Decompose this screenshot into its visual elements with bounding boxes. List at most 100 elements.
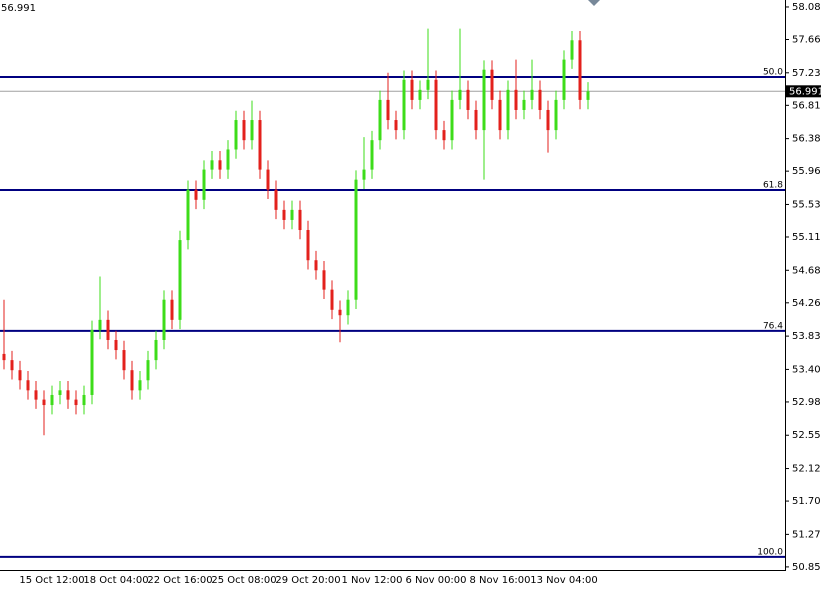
candle-body <box>250 120 254 141</box>
fib-level-label: 61.8 <box>763 180 783 190</box>
candle-body <box>282 209 286 220</box>
candle-body <box>538 89 542 110</box>
candle-body <box>90 329 94 395</box>
candle-body <box>98 319 102 330</box>
candle-body <box>2 353 6 361</box>
candle-body <box>498 99 502 131</box>
x-tick-label: 15 Oct 12:00 <box>19 575 84 586</box>
candle-body <box>346 299 350 316</box>
candle-body <box>586 91 590 100</box>
candle-body <box>338 309 342 316</box>
y-tick-label: 53.400 <box>792 364 821 375</box>
top-price-label: 56.991 <box>1 3 36 14</box>
current-price-box <box>786 85 821 98</box>
candle-body <box>146 360 150 381</box>
candle-body <box>218 160 222 170</box>
candle-body <box>506 89 510 131</box>
candle-body <box>450 99 454 141</box>
y-tick-label: 55.110 <box>792 232 821 243</box>
x-tick-label: 29 Oct 20:00 <box>275 575 340 586</box>
candle-body <box>290 209 294 220</box>
y-tick-label: 55.530 <box>792 199 821 210</box>
y-tick-label: 50.850 <box>792 562 821 573</box>
candle-body <box>34 390 38 400</box>
candle-body <box>194 189 198 200</box>
candle-body <box>10 360 14 371</box>
x-tick-label: 6 Nov 00:00 <box>405 575 466 586</box>
y-tick-label: 53.830 <box>792 331 821 342</box>
candle-body <box>354 179 358 300</box>
y-tick-label: 52.980 <box>792 397 821 408</box>
candle-body <box>122 350 126 371</box>
candle-body <box>570 40 574 60</box>
candle-body <box>266 169 270 190</box>
candle-body <box>490 69 494 100</box>
candle-body <box>234 120 238 150</box>
candle-body <box>154 339 158 361</box>
y-tick-label: 56.810 <box>792 100 821 111</box>
candle-body <box>298 209 302 231</box>
candle-body <box>226 149 230 170</box>
candle-body <box>578 40 582 100</box>
candle-body <box>106 319 110 340</box>
x-tick-label: 1 Nov 12:00 <box>341 575 402 586</box>
candle-body <box>114 339 118 351</box>
candle-body <box>50 394 54 406</box>
candle-body <box>258 120 262 170</box>
marker-triangle <box>588 0 600 6</box>
candle-body <box>202 169 206 200</box>
x-tick-label: 25 Oct 08:00 <box>211 575 276 586</box>
y-tick-label: 55.960 <box>792 166 821 177</box>
x-tick-label: 13 Nov 04:00 <box>530 575 597 586</box>
candle-body <box>426 79 430 90</box>
candle-body <box>130 370 134 391</box>
y-tick-label: 56.380 <box>792 134 821 145</box>
candle-body <box>522 99 526 110</box>
candle-body <box>386 99 390 121</box>
candle-body <box>410 79 414 100</box>
candle-body <box>402 79 406 131</box>
x-tick-label: 18 Oct 04:00 <box>83 575 148 586</box>
candle-body <box>210 160 214 170</box>
candle-body <box>362 169 366 180</box>
y-tick-label: 51.700 <box>792 496 821 507</box>
candle-body <box>418 89 422 100</box>
candle-body <box>66 390 70 400</box>
y-tick-label: 51.270 <box>792 529 821 540</box>
candle-body <box>322 270 326 290</box>
candle-body <box>82 394 86 406</box>
candle-body <box>314 260 318 271</box>
candle-body <box>474 109 478 131</box>
y-tick-label: 57.230 <box>792 68 821 79</box>
candle-body <box>306 230 310 261</box>
candle-body <box>138 380 142 391</box>
candle-body <box>394 120 398 131</box>
y-tick-label: 58.080 <box>792 2 821 13</box>
candle-body <box>330 289 334 310</box>
candle-body <box>434 79 438 131</box>
candle-body <box>178 240 182 320</box>
y-tick-label: 57.660 <box>792 34 821 45</box>
candle-body <box>370 140 374 170</box>
candle-body <box>442 130 446 141</box>
candle-body <box>562 59 566 100</box>
candle-body <box>546 109 550 131</box>
y-tick-label: 54.260 <box>792 298 821 309</box>
y-tick-label: 52.550 <box>792 430 821 441</box>
candle-body <box>242 120 246 141</box>
candle-body <box>74 399 78 406</box>
candle-body <box>42 399 46 406</box>
candle-body <box>530 89 534 100</box>
y-tick-label: 52.120 <box>792 464 821 475</box>
y-tick-label: 54.680 <box>792 265 821 276</box>
fib-level-label: 76.4 <box>763 321 783 331</box>
candle-body <box>514 89 518 110</box>
candle-body <box>466 89 470 110</box>
fib-level-label: 100.0 <box>757 547 783 557</box>
candle-body <box>458 89 462 100</box>
candle-body <box>554 99 558 131</box>
x-tick-label: 22 Oct 16:00 <box>147 575 212 586</box>
candle-body <box>170 299 174 320</box>
candle-body <box>58 390 62 395</box>
